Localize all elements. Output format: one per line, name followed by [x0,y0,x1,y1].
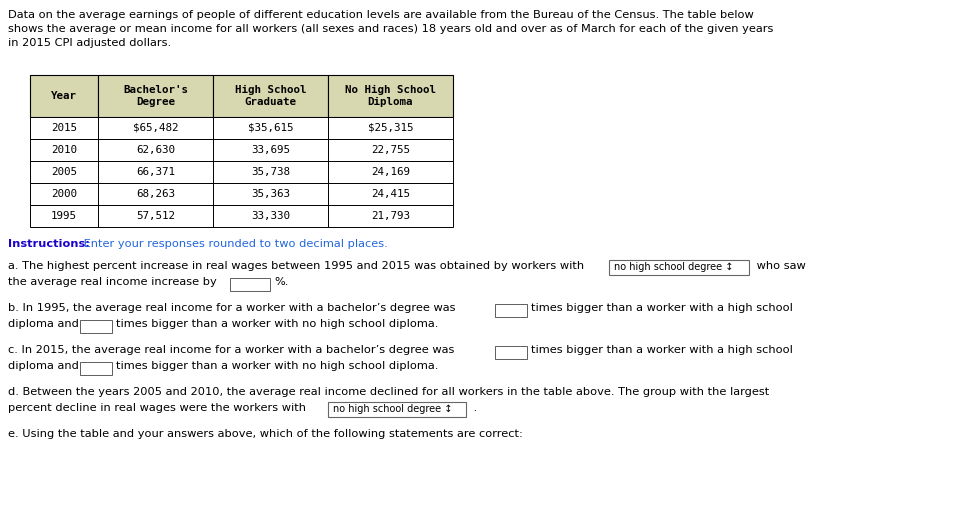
Text: c. In 2015, the average real income for a worker with a bachelor’s degree was: c. In 2015, the average real income for … [8,345,455,355]
Text: 24,169: 24,169 [371,167,410,177]
Text: 33,330: 33,330 [251,211,290,221]
Text: 33,695: 33,695 [251,145,290,155]
Bar [328,117,453,139]
Bar [98,161,213,183]
Text: b. In 1995, the average real income for a worker with a bachelor’s degree was: b. In 1995, the average real income for … [8,303,455,313]
Text: 21,793: 21,793 [371,211,410,221]
Text: diploma and: diploma and [8,319,79,329]
Text: 2015: 2015 [51,123,77,133]
Text: in 2015 CPI adjusted dollars.: in 2015 CPI adjusted dollars. [8,38,171,48]
Text: 57,512: 57,512 [136,211,175,221]
Text: Bachelor's
Degree: Bachelor's Degree [123,85,188,107]
Bar [213,117,328,139]
Text: diploma and: diploma and [8,361,79,371]
Text: shows the average or mean income for all workers (all sexes and races) 18 years : shows the average or mean income for all… [8,24,773,34]
Bar [328,402,466,417]
Bar [80,362,112,375]
Text: a. The highest percent increase in real wages between 1995 and 2015 was obtained: a. The highest percent increase in real … [8,261,584,271]
Text: percent decline in real wages were the workers with: percent decline in real wages were the w… [8,403,306,413]
Text: 66,371: 66,371 [136,167,175,177]
Text: $65,482: $65,482 [133,123,179,133]
Bar [30,117,98,139]
Text: %.: %. [274,277,289,287]
Text: no high school degree ↕: no high school degree ↕ [333,404,453,414]
Text: $25,315: $25,315 [368,123,413,133]
Bar [495,304,527,317]
Bar [80,320,112,333]
Text: 35,363: 35,363 [251,189,290,199]
Bar [328,139,453,161]
Bar [98,117,213,139]
Text: no high school degree ↕: no high school degree ↕ [614,262,733,272]
Text: Instructions:: Instructions: [8,239,90,249]
Bar [213,183,328,205]
Text: d. Between the years 2005 and 2010, the average real income declined for all wor: d. Between the years 2005 and 2010, the … [8,387,769,397]
Text: the average real income increase by: the average real income increase by [8,277,217,287]
Bar [213,139,328,161]
Bar [213,205,328,227]
Text: times bigger than a worker with no high school diploma.: times bigger than a worker with no high … [116,319,438,329]
Text: $35,615: $35,615 [248,123,293,133]
Bar [30,183,98,205]
Bar [495,346,527,359]
Text: 1995: 1995 [51,211,77,221]
Bar [213,75,328,117]
Bar [328,205,453,227]
Text: times bigger than a worker with no high school diploma.: times bigger than a worker with no high … [116,361,438,371]
Text: 2010: 2010 [51,145,77,155]
Bar [328,183,453,205]
Text: .: . [470,403,478,413]
Bar [609,260,749,275]
Bar [30,139,98,161]
Text: 62,630: 62,630 [136,145,175,155]
Bar [98,205,213,227]
Bar [98,183,213,205]
Bar [98,139,213,161]
Text: 24,415: 24,415 [371,189,410,199]
Bar [30,161,98,183]
Bar [230,278,270,291]
Text: 35,738: 35,738 [251,167,290,177]
Bar [30,75,98,117]
Text: 68,263: 68,263 [136,189,175,199]
Bar [328,161,453,183]
Text: Enter your responses rounded to two decimal places.: Enter your responses rounded to two deci… [80,239,388,249]
Bar [30,205,98,227]
Text: 2005: 2005 [51,167,77,177]
Text: e. Using the table and your answers above, which of the following statements are: e. Using the table and your answers abov… [8,429,523,439]
Text: Year: Year [51,91,77,101]
Text: No High School
Diploma: No High School Diploma [345,85,436,107]
Bar [98,75,213,117]
Text: Data on the average earnings of people of different education levels are availab: Data on the average earnings of people o… [8,10,754,20]
Text: times bigger than a worker with a high school: times bigger than a worker with a high s… [531,303,793,313]
Text: who saw: who saw [753,261,806,271]
Text: 22,755: 22,755 [371,145,410,155]
Bar [213,161,328,183]
Text: times bigger than a worker with a high school: times bigger than a worker with a high s… [531,345,793,355]
Text: High School
Graduate: High School Graduate [234,85,306,107]
Text: 2000: 2000 [51,189,77,199]
Bar [328,75,453,117]
